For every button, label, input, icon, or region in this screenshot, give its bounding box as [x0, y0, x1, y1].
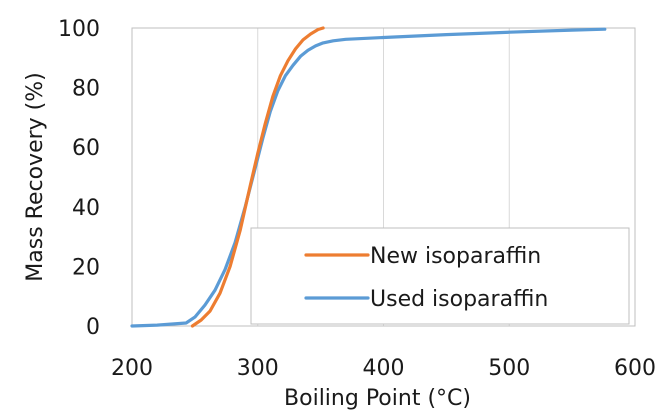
- x-tick-label: 300: [237, 356, 279, 381]
- legend: New isoparaffin Used isoparaffin: [250, 227, 630, 325]
- y-tick-label: 20: [72, 255, 100, 280]
- x-tick-label: 600: [614, 356, 656, 381]
- y-tick-label: 80: [72, 77, 100, 102]
- x-tick-labels: 200 300 400 500 600: [111, 356, 656, 381]
- x-axis-title: Boiling Point (°C): [284, 386, 471, 411]
- legend-box: [250, 227, 630, 325]
- x-tick-label: 500: [488, 356, 530, 381]
- series-line-1: [130, 27, 607, 328]
- x-tick-label: 200: [111, 356, 153, 381]
- y-tick-label: 100: [58, 17, 100, 42]
- legend-label-1: Used isoparaffin: [370, 287, 548, 312]
- y-tick-label: 0: [86, 315, 100, 340]
- series-line-0: [190, 26, 325, 328]
- y-tick-label: 60: [72, 136, 100, 161]
- x-tick-label: 400: [363, 356, 405, 381]
- plot-area: [131, 27, 636, 327]
- y-axis-title: Mass Recovery (%): [23, 72, 48, 281]
- y-tick-label: 40: [72, 196, 100, 221]
- legend-label-0: New isoparaffin: [370, 244, 541, 269]
- y-tick-labels: 0 20 40 60 80 100: [58, 17, 100, 340]
- series-layer: [130, 26, 607, 328]
